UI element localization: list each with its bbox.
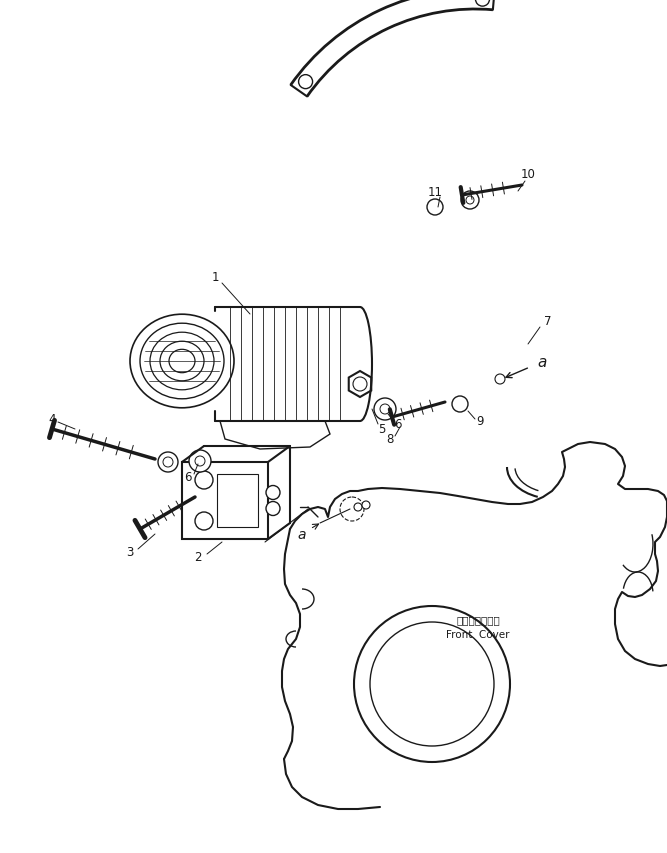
Text: 1: 1 xyxy=(211,271,219,284)
Ellipse shape xyxy=(160,342,204,381)
Text: 6: 6 xyxy=(394,418,402,431)
Text: 6: 6 xyxy=(184,471,191,484)
Circle shape xyxy=(353,378,367,392)
Circle shape xyxy=(173,352,191,370)
Circle shape xyxy=(163,457,173,467)
Circle shape xyxy=(266,502,280,516)
Ellipse shape xyxy=(140,324,224,399)
Circle shape xyxy=(362,502,370,509)
Text: 9: 9 xyxy=(476,415,484,428)
Circle shape xyxy=(189,450,211,473)
Text: 2: 2 xyxy=(194,551,201,564)
Circle shape xyxy=(195,513,213,531)
Circle shape xyxy=(266,486,280,500)
Circle shape xyxy=(158,452,178,473)
Circle shape xyxy=(370,623,494,746)
Text: 4: 4 xyxy=(48,413,56,426)
Circle shape xyxy=(299,76,313,90)
Circle shape xyxy=(476,0,490,7)
Text: 11: 11 xyxy=(428,185,442,198)
Ellipse shape xyxy=(130,315,234,409)
Circle shape xyxy=(427,200,443,216)
Text: 3: 3 xyxy=(126,546,133,559)
Text: 10: 10 xyxy=(520,168,536,182)
Circle shape xyxy=(354,503,362,512)
Ellipse shape xyxy=(169,350,195,374)
Circle shape xyxy=(495,374,505,385)
Text: a: a xyxy=(538,355,547,370)
Text: a: a xyxy=(297,527,306,542)
Circle shape xyxy=(461,192,479,210)
Circle shape xyxy=(195,456,205,467)
Ellipse shape xyxy=(150,333,214,391)
Circle shape xyxy=(195,472,213,490)
Text: 7: 7 xyxy=(544,315,552,328)
Circle shape xyxy=(380,404,390,415)
Circle shape xyxy=(452,397,468,413)
Text: Front  Cover: Front Cover xyxy=(446,630,510,639)
Text: 8: 8 xyxy=(386,433,394,446)
Circle shape xyxy=(466,197,474,205)
Circle shape xyxy=(354,606,510,762)
Circle shape xyxy=(178,357,186,366)
Circle shape xyxy=(374,398,396,421)
Text: フロントカバー: フロントカバー xyxy=(456,614,500,624)
Text: 5: 5 xyxy=(378,423,386,436)
